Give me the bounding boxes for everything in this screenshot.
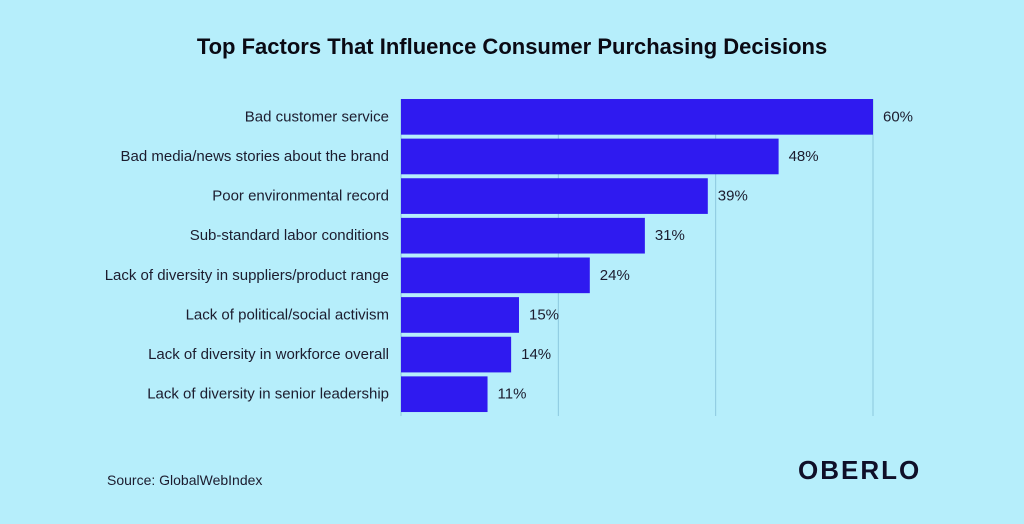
bar	[401, 336, 512, 373]
bar	[401, 99, 873, 135]
value-label: 31%	[655, 227, 685, 244]
value-label: 24%	[600, 267, 630, 284]
bar	[401, 178, 708, 214]
category-label: Bad customer service	[245, 108, 389, 125]
bar	[401, 257, 590, 294]
brand-logo: OBERLO	[798, 455, 922, 485]
source-note: Source: GlobalWebIndex	[107, 472, 263, 488]
bar	[401, 376, 488, 413]
value-label: 11%	[498, 386, 527, 403]
category-label: Lack of diversity in senior leadership	[147, 386, 389, 403]
chart-title: Top Factors That Influence Consumer Purc…	[196, 34, 828, 59]
bar	[401, 138, 779, 175]
category-label: Poor environmental record	[212, 188, 389, 205]
bar	[401, 217, 645, 254]
bar	[401, 297, 519, 333]
value-label: 15%	[529, 306, 559, 323]
category-label: Sub-standard labor conditions	[190, 227, 389, 244]
category-label: Bad media/news stories about the brand	[121, 148, 390, 165]
value-label: 14%	[521, 346, 551, 363]
category-label: Lack of political/social activism	[186, 306, 389, 323]
category-label: Lack of diversity in workforce overall	[148, 346, 389, 363]
value-label: 48%	[789, 148, 819, 165]
category-label: Lack of diversity in suppliers/product r…	[105, 267, 389, 284]
value-label: 60%	[883, 108, 913, 125]
value-label: 39%	[718, 188, 748, 205]
